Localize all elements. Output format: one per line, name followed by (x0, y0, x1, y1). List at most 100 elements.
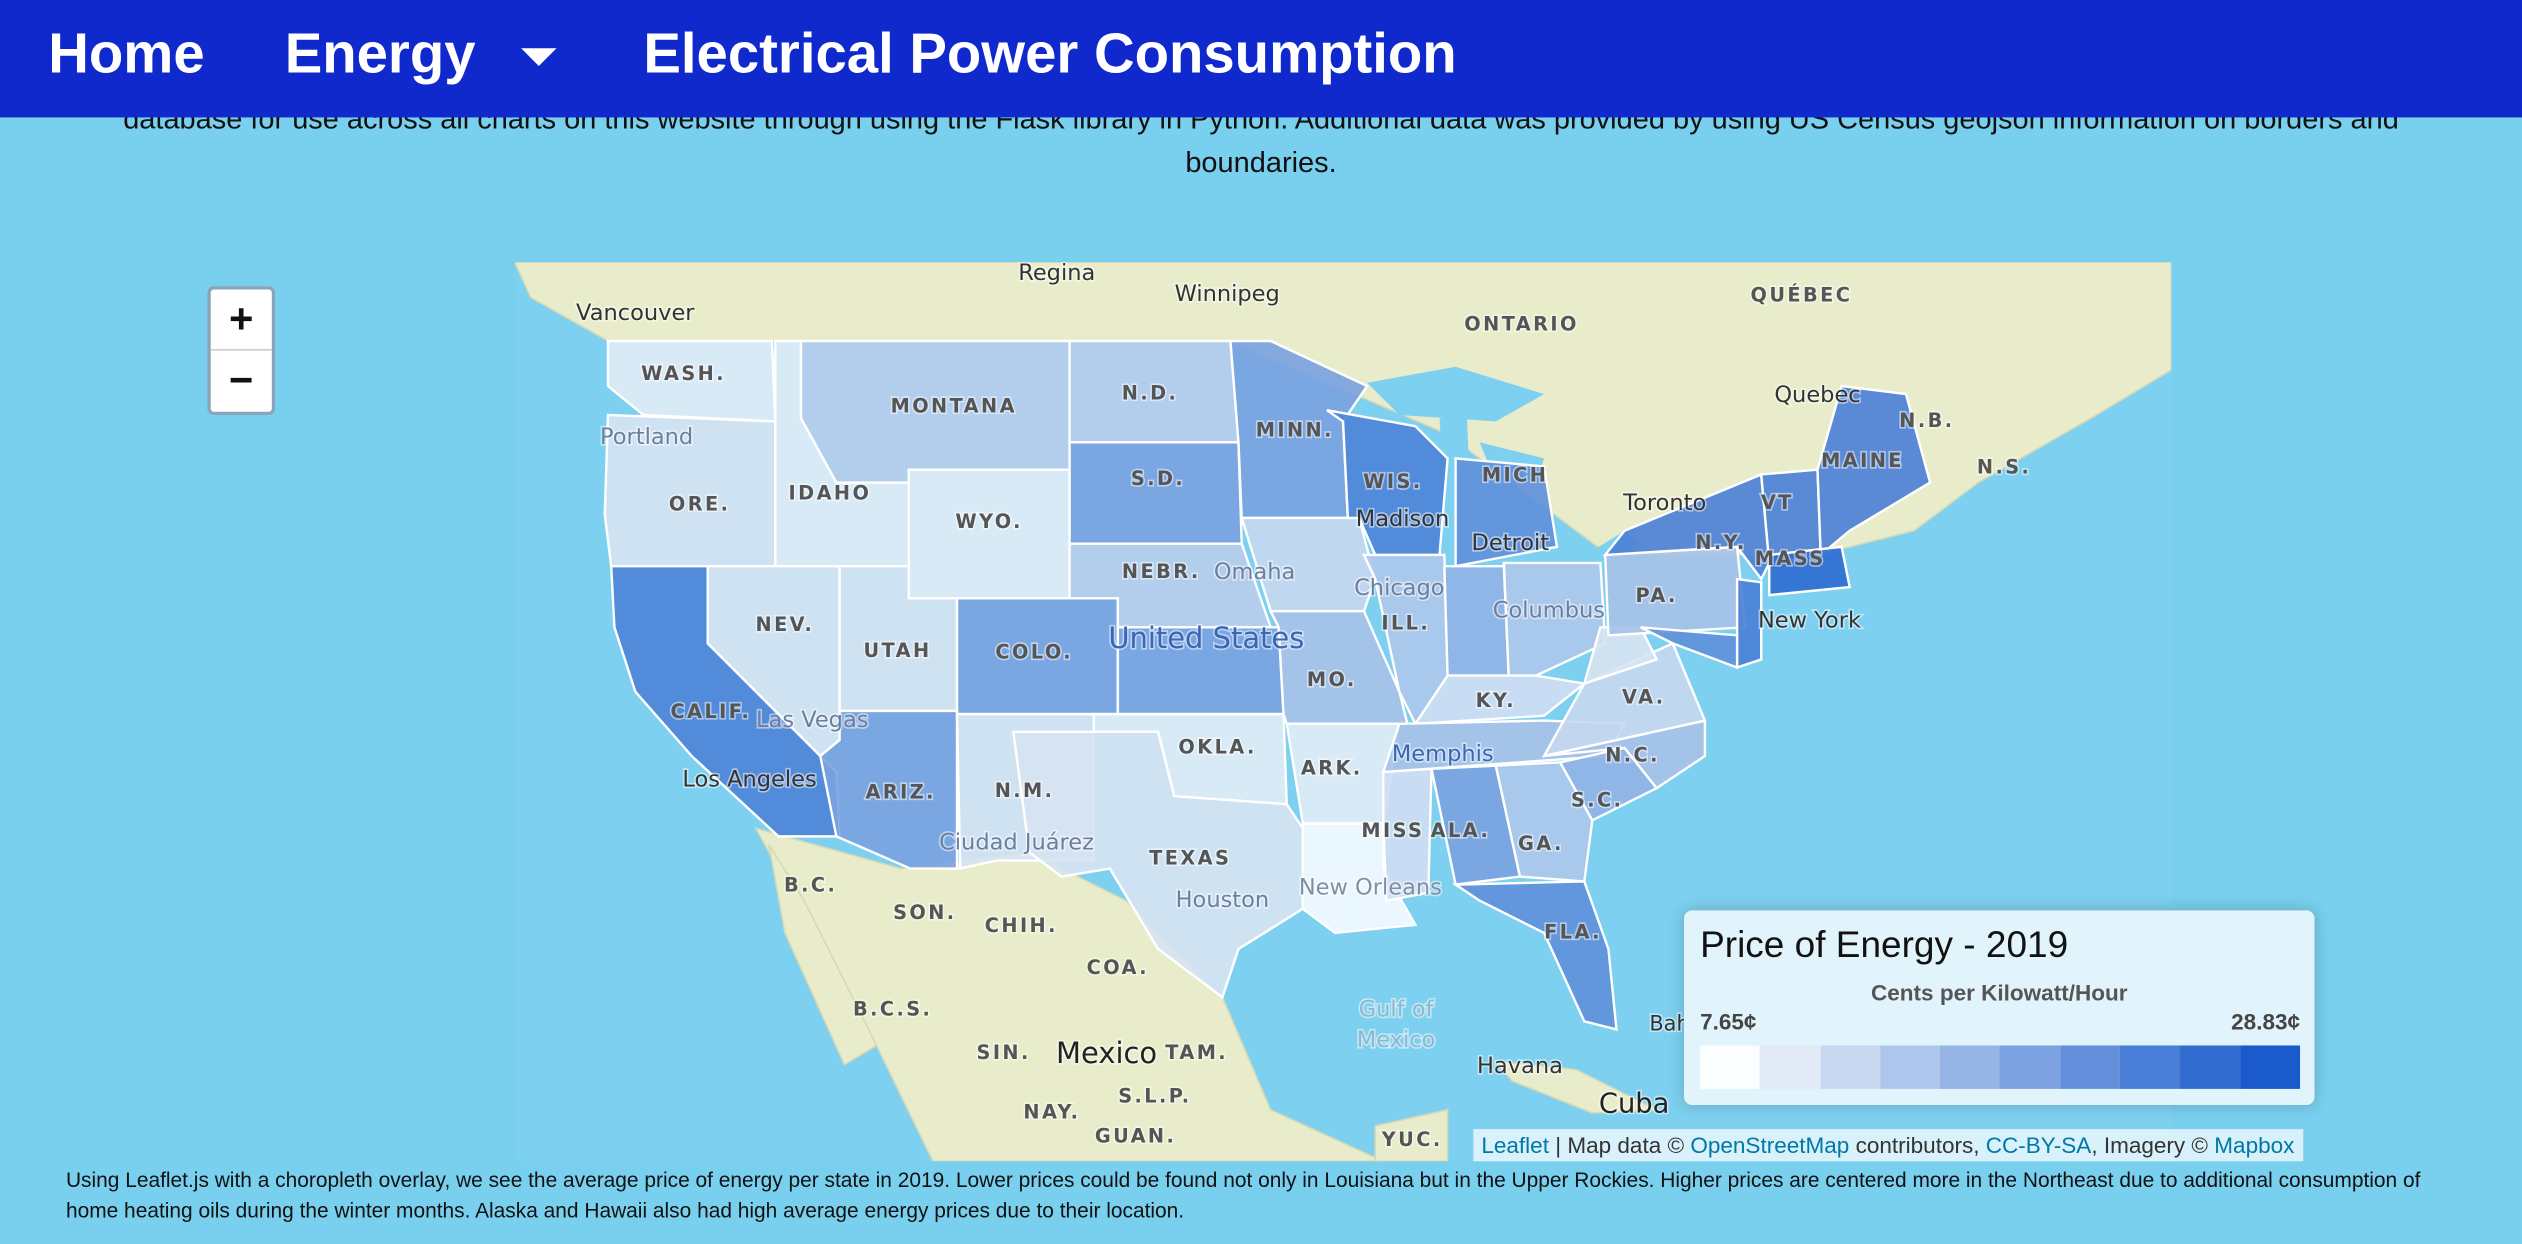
map-label: Winnipeg (1175, 281, 1280, 307)
map-label: Cuba (1599, 1088, 1670, 1119)
map-labels: WASH. MONTANA N.D. MINN. ORE. IDAHO WYO. S.D. WI… (574, 262, 2031, 1152)
map-label: MONTANA (891, 394, 1017, 417)
land-area (1374, 1108, 1449, 1162)
map-label: MINN. (1256, 419, 1334, 442)
map-label: B.C. (784, 874, 837, 897)
map-label: IDAHO (789, 481, 872, 504)
map-label: Havana (1477, 1053, 1563, 1079)
state (1502, 561, 1607, 677)
map-label: ORE. (669, 493, 730, 516)
legend-swatch (2180, 1045, 2241, 1089)
map-label: WIS. (1363, 470, 1422, 493)
zoom-control: + − (207, 286, 276, 415)
map-label: N.B. (1899, 409, 1954, 432)
map-label: GA. (1518, 832, 1564, 855)
map-label: N.C. (1605, 743, 1660, 766)
attr-text: contributors, (1849, 1132, 1986, 1159)
map-label: OKLA. (1178, 735, 1256, 758)
map-label: Los Angeles (682, 767, 816, 793)
state (1240, 516, 1377, 613)
map-label: N.Y. (1695, 531, 1746, 554)
choropleth (603, 339, 1932, 1031)
map-label: United States (1108, 621, 1304, 655)
map-label: Vancouver (576, 300, 695, 326)
map-label: FLA. (1544, 920, 1602, 943)
map: WASH. MONTANA N.D. MINN. ORE. IDAHO WYO. S.D. WI… (514, 262, 2172, 1162)
state (1413, 674, 1588, 726)
map-label: New York (1758, 607, 1861, 633)
map-label: New Orleans (1299, 874, 1442, 900)
state (1640, 626, 1739, 670)
map-label: SON. (893, 901, 956, 924)
map-label: Omaha (1214, 559, 1295, 585)
legend-subtitle: Cents per Kilowatt/Hour (1871, 979, 2128, 1006)
map-label: UTAH (863, 639, 931, 662)
map-label: ARIZ. (866, 780, 936, 803)
map-label: MO. (1307, 668, 1357, 691)
map-label: Memphis (1392, 741, 1494, 767)
map-label: WASH. (641, 362, 726, 385)
attr-link[interactable]: Mapbox (2214, 1132, 2295, 1159)
map-label: QUÉBEC (1751, 283, 1853, 306)
legend-min: 7.65¢ (1700, 1008, 1757, 1035)
state (1768, 545, 1852, 597)
legend-swatch (2000, 1045, 2061, 1089)
legend-scale (1700, 1045, 2300, 1089)
state (1451, 880, 1618, 1031)
map-label: Ciudad Juárez (939, 829, 1094, 855)
nav-link[interactable]: Home (48, 22, 205, 86)
legend-max: 28.83¢ (2231, 1008, 2301, 1035)
map-label: WYO. (955, 510, 1023, 533)
zoom-in[interactable]: + (229, 294, 254, 343)
map-label: MAINE (1821, 449, 1904, 472)
attr-link[interactable]: OpenStreetMap (1690, 1132, 1850, 1159)
legend-swatch (2120, 1045, 2181, 1089)
map-label: S.C. (1571, 788, 1623, 811)
nav-page-title[interactable]: Electrical Power Consumption (643, 22, 1457, 86)
map-label: ILL. (1381, 612, 1430, 635)
map-label: N.M. (995, 779, 1055, 802)
map-label: VT (1761, 491, 1794, 514)
map-label: MASS (1755, 547, 1826, 570)
legend-swatch (2240, 1045, 2300, 1089)
map-label: Portland (600, 424, 693, 450)
map-label: PA. (1636, 584, 1678, 607)
map-label: YUC. (1381, 1128, 1443, 1151)
map-label: CHIH. (985, 914, 1058, 937)
nav-dropdown[interactable]: Energy (284, 22, 476, 86)
state (907, 468, 1071, 600)
map-label: Quebec (1774, 382, 1860, 408)
map-label: GUAN. (1095, 1125, 1176, 1148)
map-label: B.C.S. (853, 998, 932, 1021)
legend-swatch (1820, 1045, 1881, 1089)
map-label: SIN. (977, 1041, 1031, 1064)
land-area (768, 843, 878, 1066)
map-label: ARK. (1301, 756, 1363, 779)
navbar: Home Energy Electrical Power Consumption (0, 0, 2522, 118)
map-label: MICH (1482, 464, 1548, 487)
map-label: Mexico (1056, 1036, 1157, 1070)
attr-link[interactable]: Leaflet (1481, 1132, 1549, 1159)
attr-link[interactable]: CC-BY-SA (1985, 1132, 2092, 1159)
legend-swatch (1940, 1045, 2001, 1089)
dropdown-caret[interactable] (521, 48, 557, 66)
map-label: N.S. (1977, 456, 2031, 479)
map-label: TAM. (1165, 1041, 1228, 1064)
map-label: N.D. (1122, 382, 1178, 405)
map-label: COLO. (995, 641, 1073, 664)
legend-swatch (2060, 1045, 2121, 1089)
map-label: ALA. (1431, 819, 1491, 842)
zoom-out[interactable]: − (210, 349, 272, 410)
map-label: CALIF. (671, 700, 752, 723)
attribution: Leaflet | Map data © OpenStreetMap contr… (1473, 1129, 2303, 1162)
map-label: NEV. (756, 613, 815, 636)
state (1068, 441, 1243, 545)
map-label: VA. (1622, 686, 1666, 709)
attr-text: | Map data © (1548, 1132, 1691, 1159)
legend-title: Price of Energy - 2019 (1700, 923, 2069, 966)
map-label: Houston (1176, 887, 1270, 913)
map-label: NAY. (1023, 1101, 1080, 1124)
map-label: KY. (1476, 689, 1516, 712)
